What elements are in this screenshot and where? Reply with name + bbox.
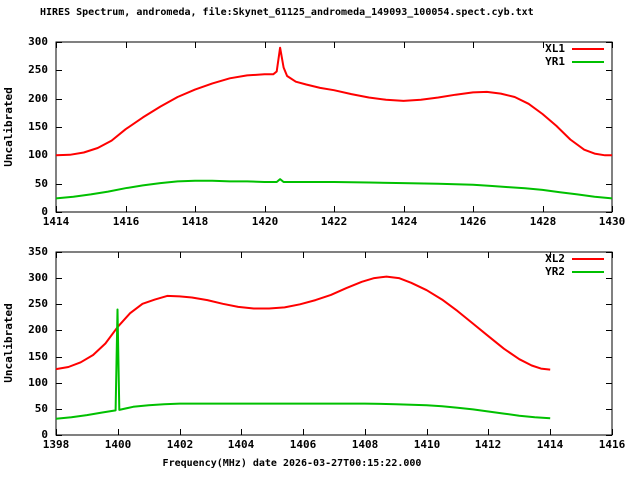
y-tick-label: 100 bbox=[28, 376, 48, 389]
x-tick-label: 1422 bbox=[320, 215, 348, 228]
series-YR2 bbox=[55, 308, 551, 420]
y-tick-label: 150 bbox=[28, 350, 48, 363]
chart-title: HIRES Spectrum, andromeda, file:Skynet_6… bbox=[40, 7, 534, 18]
y-tick-label: 50 bbox=[34, 177, 48, 190]
y-tick-label: 300 bbox=[28, 271, 48, 284]
series-YR1 bbox=[55, 178, 613, 200]
x-tick-label: 1406 bbox=[289, 438, 317, 451]
x-tick-label: 1414 bbox=[42, 215, 70, 228]
x-tick-label: 1428 bbox=[529, 215, 557, 228]
y-tick-label: 100 bbox=[28, 148, 48, 161]
x-tick-label: 1404 bbox=[227, 438, 255, 451]
x-tick-label: 1430 bbox=[598, 215, 626, 228]
legend-label-xl1: XL1 bbox=[545, 42, 565, 55]
y-tick-label: 0 bbox=[41, 205, 48, 218]
legend-label-yr2: YR2 bbox=[545, 265, 565, 278]
x-axis-label: Frequency(MHz) date 2026-03-27T00:15:22.… bbox=[162, 458, 422, 469]
y-tick-label: 150 bbox=[28, 120, 48, 133]
y-tick-label: 250 bbox=[28, 63, 48, 76]
legend-label-yr1: YR1 bbox=[545, 55, 565, 68]
x-tick-label: 1416 bbox=[598, 438, 626, 451]
x-tick-label: 1414 bbox=[536, 438, 564, 451]
x-tick-label: 1416 bbox=[112, 215, 140, 228]
y-tick-label: 200 bbox=[28, 323, 48, 336]
plot-border bbox=[55, 251, 613, 436]
y-tick-label: 0 bbox=[41, 428, 48, 441]
x-tick-label: 1418 bbox=[181, 215, 209, 228]
series-XL1 bbox=[55, 46, 612, 157]
x-tick-label: 1408 bbox=[351, 438, 379, 451]
x-tick-label: 1398 bbox=[42, 438, 70, 451]
y-tick-label: 250 bbox=[28, 297, 48, 310]
x-tick-label: 1420 bbox=[251, 215, 279, 228]
y-tick-label: 300 bbox=[28, 35, 48, 48]
x-tick-label: 1400 bbox=[104, 438, 132, 451]
x-tick-label: 1410 bbox=[413, 438, 441, 451]
x-tick-label: 1426 bbox=[459, 215, 487, 228]
x-tick-label: 1412 bbox=[474, 438, 502, 451]
y-tick-label: 350 bbox=[28, 245, 48, 258]
x-tick-label: 1402 bbox=[166, 438, 194, 451]
y-tick-label: 50 bbox=[34, 402, 48, 415]
x-tick-label: 1424 bbox=[390, 215, 418, 228]
y-tick-label: 200 bbox=[28, 92, 48, 105]
legend-label-xl2: XL2 bbox=[545, 252, 565, 265]
series-XL2 bbox=[55, 275, 551, 371]
